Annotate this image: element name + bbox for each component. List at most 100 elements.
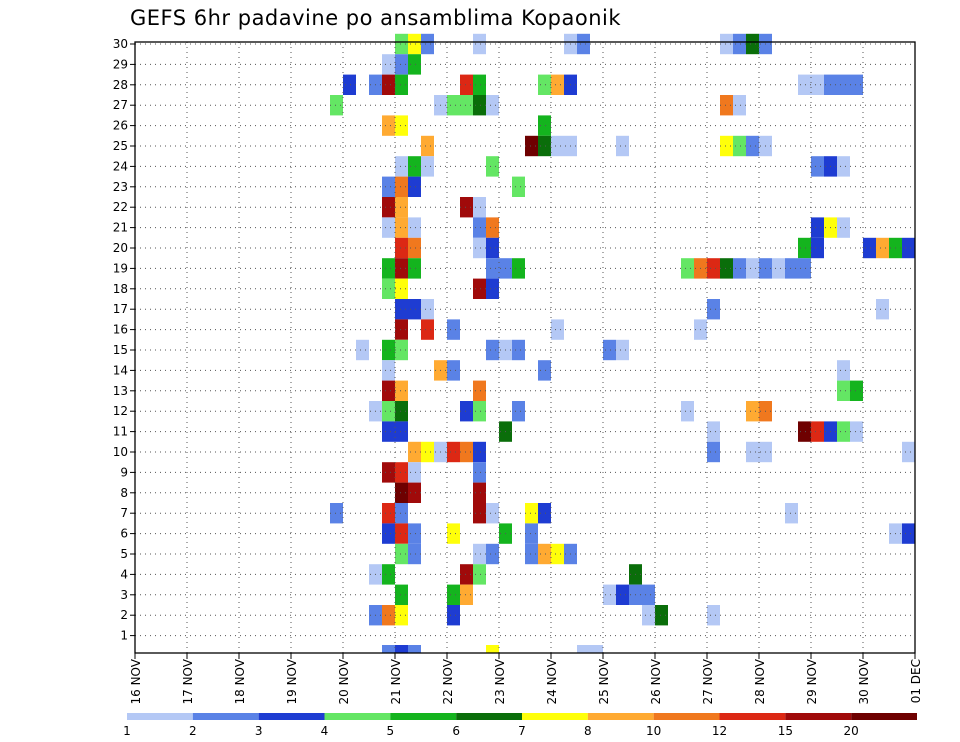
heatmap-cell	[577, 645, 590, 653]
colorbar-label: 5	[387, 724, 395, 738]
heatmap-cell	[408, 176, 421, 197]
heatmap-cell	[395, 74, 408, 95]
y-tick-label: 10	[113, 445, 128, 459]
heatmap-cell	[512, 339, 525, 361]
heatmap-cell	[473, 278, 486, 299]
heatmap-cell	[408, 462, 421, 483]
heatmap-cell	[421, 319, 434, 340]
heatmap-cell	[538, 360, 551, 381]
heatmap-cell	[525, 543, 538, 565]
heatmap-cell	[395, 33, 408, 55]
x-tick-label: 17 NOV	[181, 658, 195, 704]
heatmap-cell	[395, 523, 408, 544]
heatmap-cell	[460, 197, 473, 218]
heatmap-cell	[395, 319, 408, 340]
y-tick-label: 23	[113, 180, 128, 194]
heatmap-cell	[421, 441, 434, 463]
heatmap-cell	[538, 135, 551, 157]
heatmap-cell	[395, 156, 408, 177]
heatmap-cell	[473, 401, 486, 422]
colorbar-label: 2	[189, 724, 197, 738]
heatmap-cell	[798, 237, 811, 259]
y-tick-label: 22	[113, 200, 128, 214]
heatmap-cell	[473, 237, 486, 259]
heatmap-cell	[733, 258, 746, 279]
heatmap-cell	[382, 115, 395, 136]
heatmap-cell	[408, 258, 421, 279]
heatmap-cell	[382, 54, 395, 75]
x-tick-label: 27 NOV	[701, 658, 715, 704]
y-tick-label: 14	[113, 363, 128, 377]
heatmap-cell	[382, 258, 395, 279]
heatmap-cell	[382, 74, 395, 95]
plot-frame	[134, 41, 916, 654]
colorbar-swatch	[192, 713, 259, 720]
heatmap-cell	[512, 176, 525, 197]
heatmap-cell	[616, 135, 629, 157]
heatmap-cell	[902, 441, 915, 463]
heatmap-cell	[382, 421, 395, 442]
heatmap-cell	[395, 258, 408, 279]
heatmap-cell	[837, 380, 850, 401]
heatmap-cell	[486, 503, 499, 524]
heatmap-cell	[408, 543, 421, 565]
heatmap-cell	[447, 584, 460, 605]
heatmap-cell	[486, 543, 499, 565]
y-tick-label: 21	[113, 221, 128, 235]
heatmap-cell	[811, 74, 824, 95]
y-tick-label: 12	[113, 404, 128, 418]
heatmap-cell	[473, 74, 486, 95]
heatmap-cell	[525, 503, 538, 524]
heatmap-cell	[395, 401, 408, 422]
colorbar-label: 10	[646, 724, 661, 738]
heatmap-cell	[408, 54, 421, 75]
heatmap-cell	[512, 258, 525, 279]
heatmap-cell	[460, 401, 473, 422]
heatmap-cell	[408, 33, 421, 55]
heatmap-cell	[798, 421, 811, 442]
heatmap-cell	[850, 421, 863, 442]
x-tick-label: 22 NOV	[441, 658, 455, 704]
y-tick-label: 24	[113, 159, 128, 173]
heatmap-cell	[525, 523, 538, 544]
heatmap-cell	[395, 54, 408, 75]
colorbar-swatch	[719, 713, 786, 720]
heatmap-cell	[538, 115, 551, 136]
heatmap-cell	[382, 523, 395, 544]
heatmap-cell	[512, 401, 525, 422]
heatmap-cell	[395, 278, 408, 299]
heatmap-cell	[746, 33, 759, 55]
heatmap-cell	[863, 237, 876, 259]
heatmap-cell	[408, 156, 421, 177]
heatmap-cell	[655, 605, 668, 626]
y-tick-label: 7	[120, 506, 128, 520]
heatmap-cell	[356, 339, 369, 361]
heatmap-cell	[837, 360, 850, 381]
colorbar-label: 1	[123, 724, 131, 738]
colorbar-label: 4	[321, 724, 329, 738]
heatmap-cell	[746, 135, 759, 157]
heatmap-cell	[616, 584, 629, 605]
heatmap-cell	[603, 584, 616, 605]
heatmap-cell	[408, 441, 421, 463]
x-tick-label: 19 NOV	[285, 658, 299, 704]
heatmap-cell	[733, 135, 746, 157]
heatmap-cell	[785, 258, 798, 279]
x-tick-label: 30 NOV	[857, 658, 871, 704]
heatmap-cell	[876, 299, 889, 320]
heatmap-cell	[408, 482, 421, 503]
y-tick-label: 16	[113, 323, 128, 337]
y-tick-label: 18	[113, 282, 128, 296]
heatmap-cell	[395, 299, 408, 320]
heatmap-cell	[616, 339, 629, 361]
heatmap-cell	[408, 523, 421, 544]
heatmap-cell	[447, 95, 460, 116]
heatmap-cell	[447, 319, 460, 340]
x-tick-label: 20 NOV	[337, 658, 351, 704]
colorbar-swatch	[456, 713, 522, 720]
x-tick-label: 23 NOV	[493, 658, 507, 704]
x-tick-label: 01 DEC	[909, 659, 923, 703]
heatmap-cell	[395, 176, 408, 197]
heatmap-cell	[330, 95, 343, 116]
heatmap-cell	[473, 543, 486, 565]
